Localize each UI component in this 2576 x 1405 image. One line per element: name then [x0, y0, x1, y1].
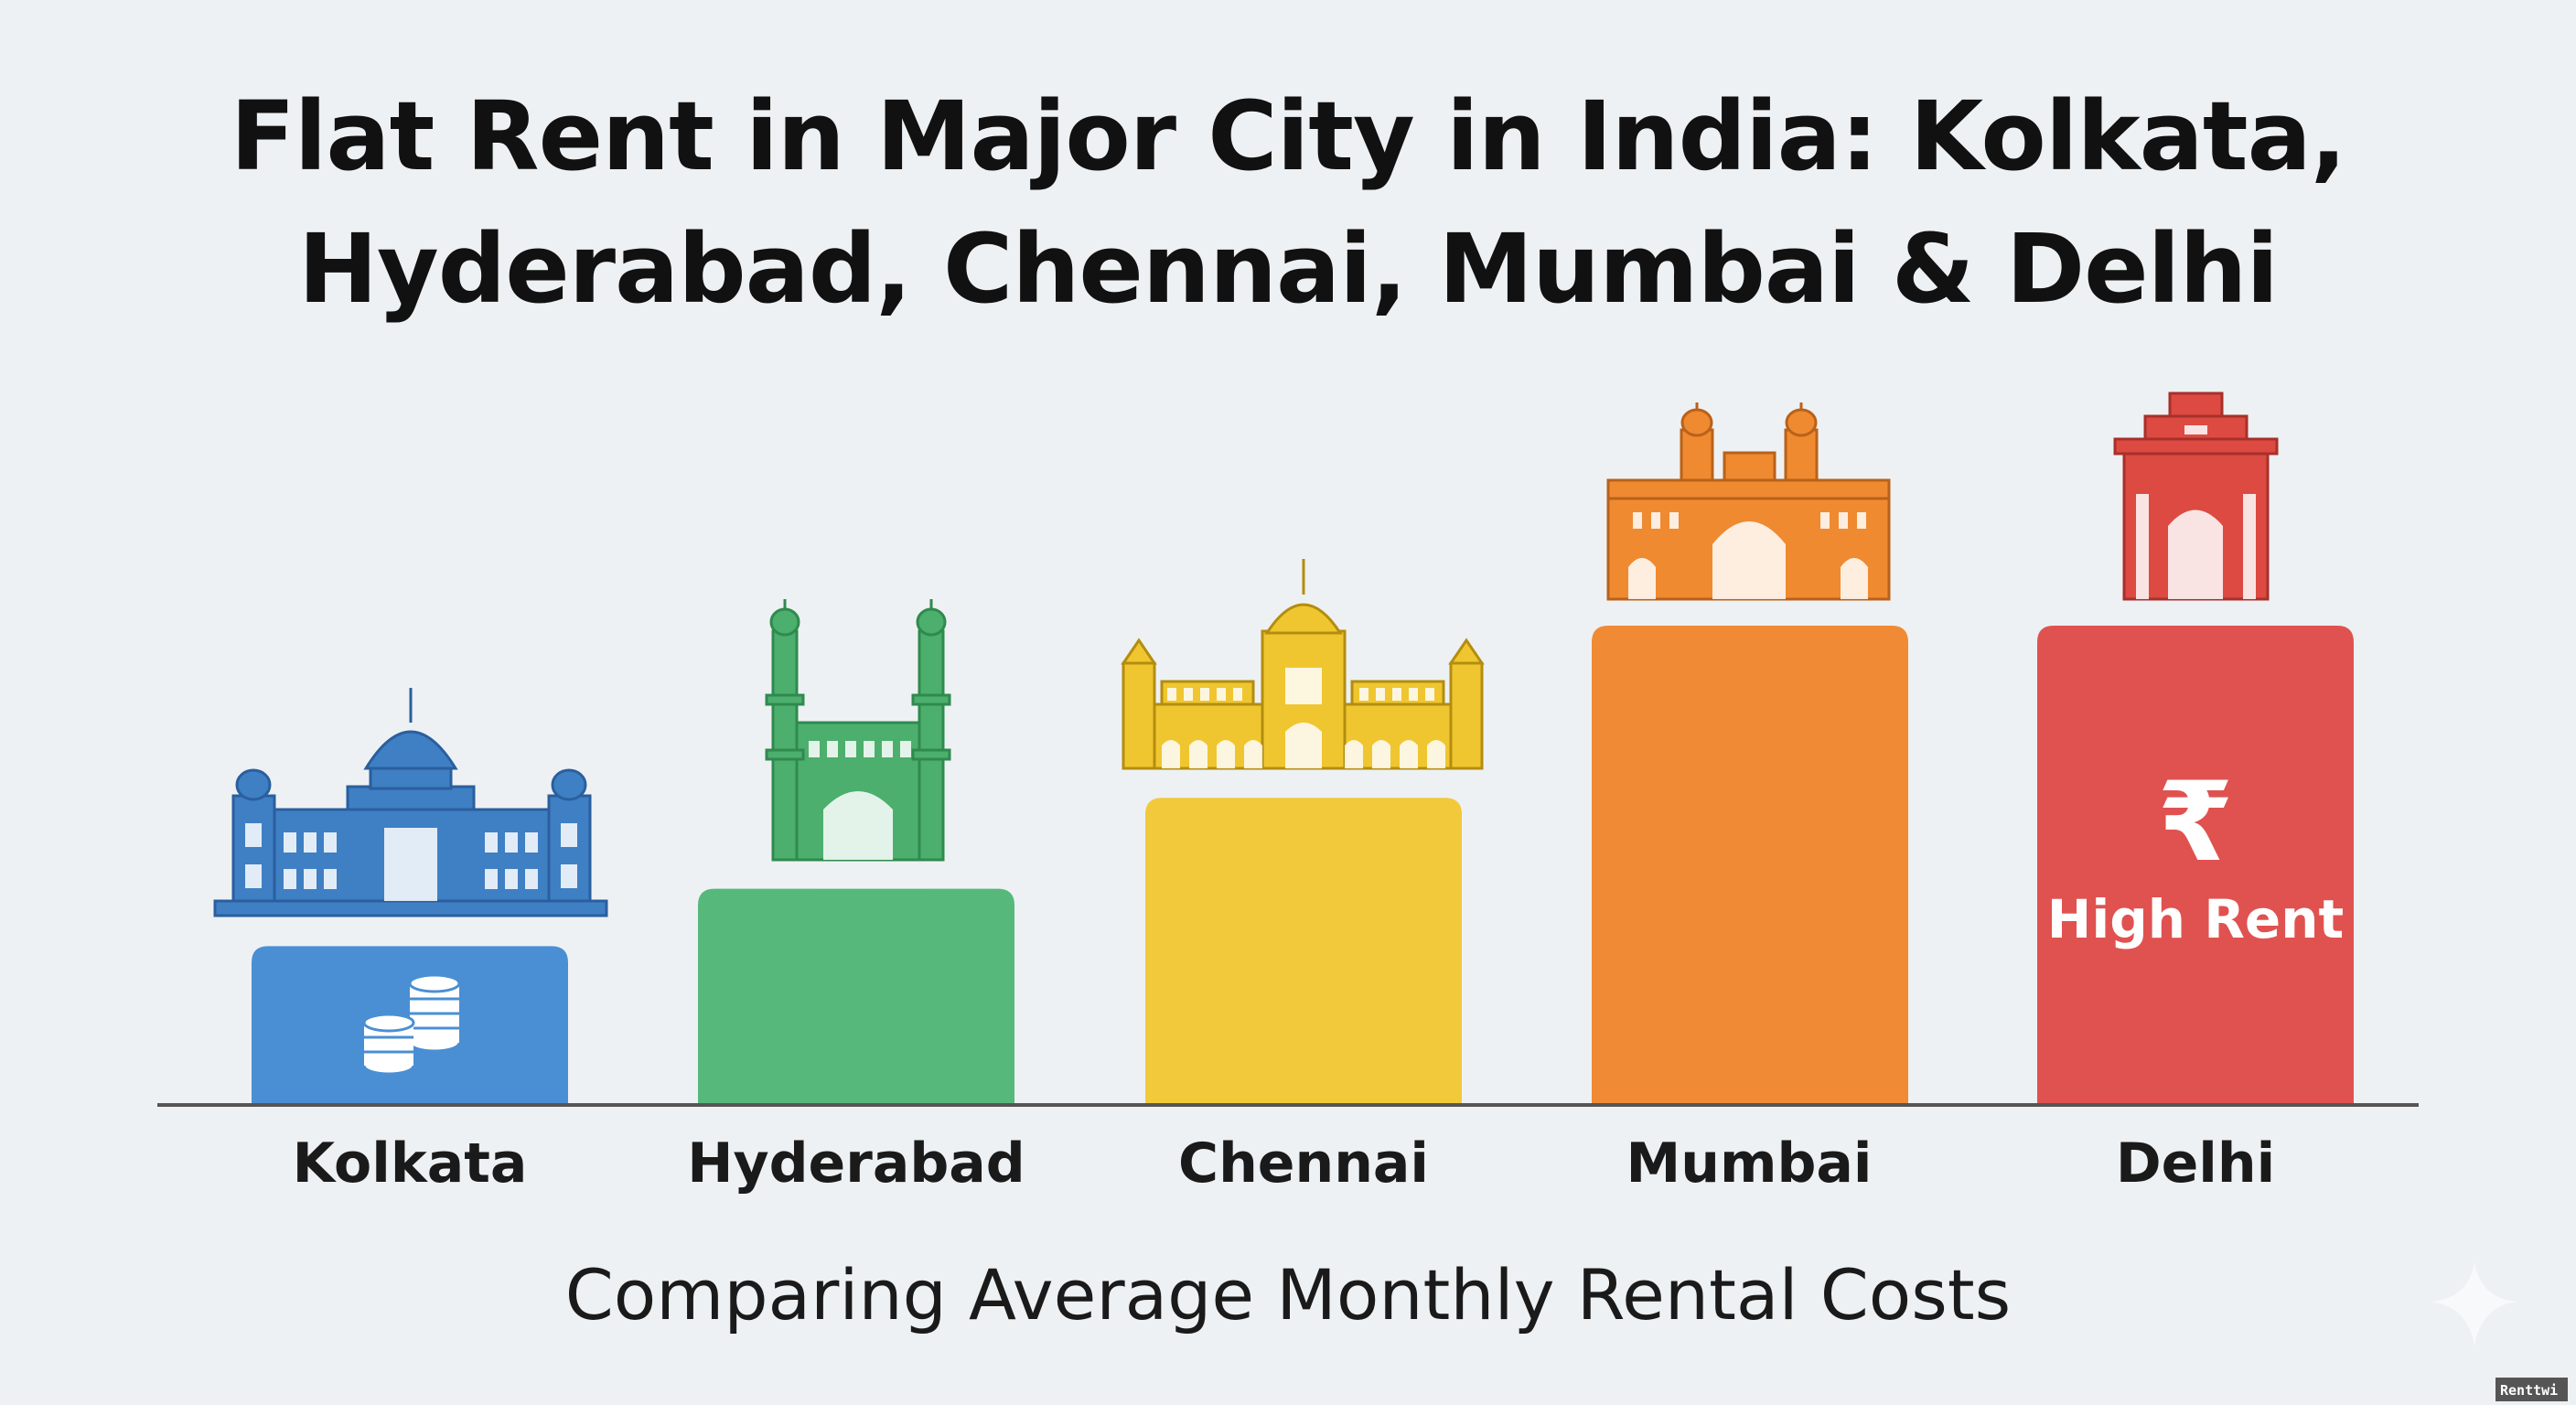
rupee-icon: ₹	[2157, 759, 2234, 886]
india-gate-icon	[2113, 391, 2279, 601]
tick-label-hyderabad: Hyderabad	[687, 1132, 1025, 1196]
watermark-badge	[2496, 1378, 2568, 1401]
tick-label-kolkata: Kolkata	[293, 1132, 528, 1196]
high-rent-label: High Rent	[2047, 888, 2344, 950]
tick-label-delhi: Delhi	[2116, 1132, 2275, 1196]
bar-hyderabad	[698, 888, 1014, 1104]
category-labels: Kolkata Hyderabad Chennai Mumbai Delhi	[293, 1132, 2276, 1196]
bar-delhi	[2037, 626, 2354, 1104]
chart-subtitle: Comparing Average Monthly Rental Costs	[565, 1254, 2012, 1335]
victoria-memorial-icon	[213, 688, 608, 917]
chennai-central-station-icon	[1121, 559, 1485, 770]
chart-title-line-1: Flat Rent in Major City in India: Kolkat…	[231, 80, 2346, 192]
bar-mumbai	[1592, 626, 1908, 1104]
coins-icon	[362, 973, 461, 1076]
sparkle-icon	[2431, 1262, 2517, 1346]
bar-chennai	[1145, 798, 1462, 1104]
chart-title-line-2: Hyderabad, Chennai, Mumbai & Delhi	[298, 213, 2278, 325]
tick-label-chennai: Chennai	[1178, 1132, 1429, 1196]
tick-label-mumbai: Mumbai	[1626, 1132, 1873, 1196]
bars	[252, 626, 2354, 1104]
gateway-of-india-icon	[1606, 402, 1891, 601]
charminar-icon	[765, 599, 951, 862]
watermark-text: Renttwi	[2500, 1382, 2558, 1399]
